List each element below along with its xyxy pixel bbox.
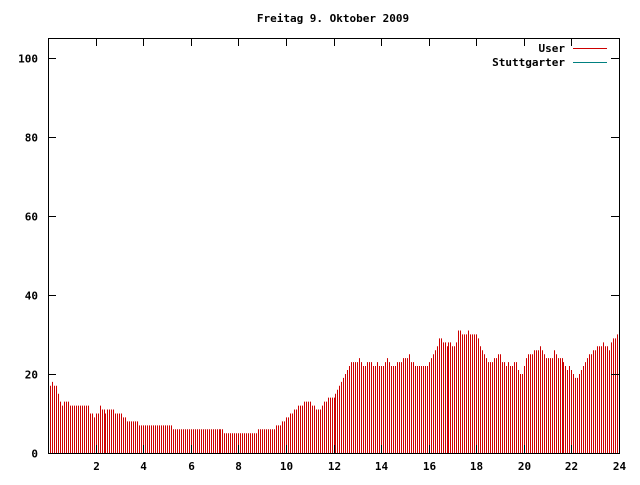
plot-frame [48, 38, 620, 454]
x-tick-label: 18 [470, 460, 483, 473]
x-tick-label: 14 [375, 460, 389, 473]
x-tick-label: 4 [140, 460, 147, 473]
x-tick-label: 20 [518, 460, 531, 473]
legend-entry-user-label: User [539, 42, 566, 55]
legend: User Stuttgarter [492, 42, 607, 69]
legend-entry-stuttgarter-label: Stuttgarter [492, 56, 565, 69]
x-tick-label: 8 [235, 460, 242, 473]
x-tick-label: 24 [613, 460, 627, 473]
y-tick-label: 60 [25, 211, 38, 224]
y-tick-label: 20 [25, 369, 38, 382]
x-tick-label: 16 [423, 460, 437, 473]
bars-layer [48, 330, 620, 453]
y-tick-label: 0 [31, 448, 38, 461]
y-tick-label: 100 [18, 53, 38, 66]
x-tick-label: 10 [280, 460, 293, 473]
y-tick-label: 40 [25, 290, 38, 303]
y-tick-label: 80 [25, 132, 38, 145]
x-tick-label: 22 [565, 460, 578, 473]
x-tick-label: 6 [188, 460, 195, 473]
x-tick-label: 2 [93, 460, 100, 473]
chart-title: Freitag 9. Oktober 2009 [257, 12, 409, 25]
x-tick-label: 12 [328, 460, 341, 473]
